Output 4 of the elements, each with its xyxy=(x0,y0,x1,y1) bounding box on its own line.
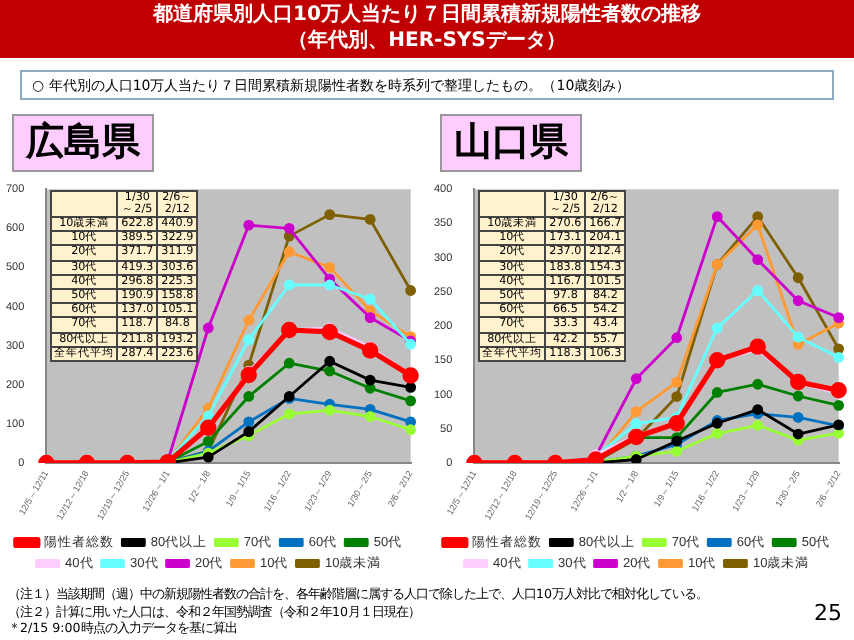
text: 25 xyxy=(814,600,842,626)
text: 都道府県別人口10万人当たり７日間累積新規陽性者数の推移（年代別、HER-SYSデータ） xyxy=(0,0,854,58)
chart-title: 広島県 xyxy=(12,114,154,172)
chart-title: 山口県 xyxy=(440,114,582,172)
